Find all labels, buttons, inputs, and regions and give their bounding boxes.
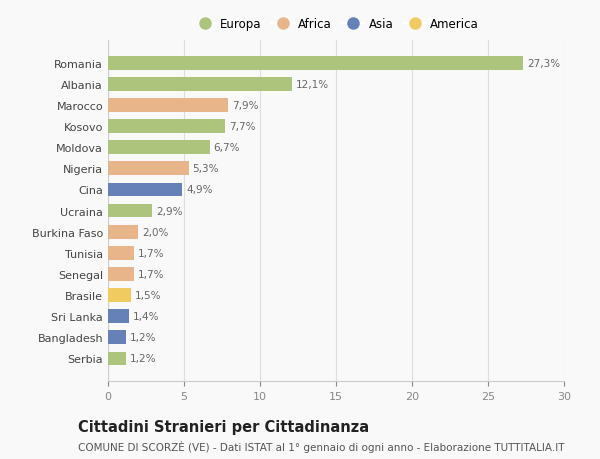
Bar	[108, 204, 152, 218]
Text: 2,0%: 2,0%	[142, 227, 169, 237]
Bar	[108, 78, 292, 91]
Bar	[108, 225, 139, 239]
Text: 1,5%: 1,5%	[134, 291, 161, 301]
Text: 2,9%: 2,9%	[156, 206, 182, 216]
Bar	[108, 331, 126, 344]
Text: 4,9%: 4,9%	[186, 185, 213, 195]
Bar	[108, 162, 188, 176]
Text: 6,7%: 6,7%	[214, 143, 240, 153]
Text: 27,3%: 27,3%	[527, 59, 560, 68]
Bar	[108, 183, 182, 197]
Bar	[108, 310, 129, 324]
Text: 1,4%: 1,4%	[133, 312, 160, 321]
Text: 1,2%: 1,2%	[130, 354, 157, 364]
Text: 1,7%: 1,7%	[137, 269, 164, 280]
Text: 7,7%: 7,7%	[229, 122, 256, 132]
Bar	[108, 141, 210, 155]
Text: COMUNE DI SCORZÈ (VE) - Dati ISTAT al 1° gennaio di ogni anno - Elaborazione TUT: COMUNE DI SCORZÈ (VE) - Dati ISTAT al 1°…	[78, 440, 565, 452]
Bar	[108, 289, 131, 302]
Bar	[108, 120, 225, 134]
Text: 1,7%: 1,7%	[137, 248, 164, 258]
Bar	[108, 268, 134, 281]
Bar	[108, 57, 523, 70]
Bar	[108, 352, 126, 365]
Bar	[108, 99, 228, 112]
Text: 7,9%: 7,9%	[232, 101, 259, 111]
Text: Cittadini Stranieri per Cittadinanza: Cittadini Stranieri per Cittadinanza	[78, 419, 369, 434]
Legend: Europa, Africa, Asia, America: Europa, Africa, Asia, America	[188, 13, 484, 36]
Bar	[108, 246, 134, 260]
Text: 12,1%: 12,1%	[296, 80, 329, 90]
Text: 5,3%: 5,3%	[193, 164, 219, 174]
Text: 1,2%: 1,2%	[130, 333, 157, 342]
